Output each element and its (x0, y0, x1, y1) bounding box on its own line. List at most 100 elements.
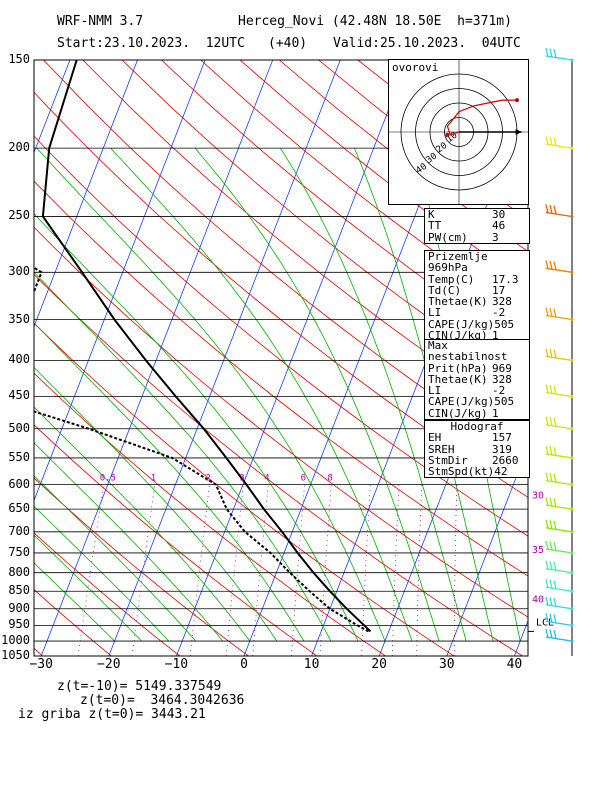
mixing-ratio-label: 8 (327, 474, 332, 484)
mixing-ratio-line (189, 484, 210, 656)
surface-title: Prizemlje 969hPa (428, 250, 488, 275)
hodograph-stat-value: 42 (494, 465, 508, 479)
surface-value: 1 (492, 329, 499, 343)
index-row: PW(cm) 3 (425, 230, 529, 244)
mixing-ratio-line (361, 484, 371, 656)
isotherm-line (582, 60, 600, 656)
hodograph-ring-label: 40 (414, 162, 429, 176)
indices-panel: K 30 TT 46 PW(cm) 3 (424, 208, 530, 244)
wind-barb (545, 135, 574, 150)
moist-adiabat-line (34, 534, 142, 642)
pressure-tick-label: 600 (8, 476, 30, 491)
hodograph-inset: ovorovi 10 20 30 40 (388, 59, 529, 205)
pressure-tick-label: 900 (8, 600, 30, 615)
moist-adiabat-line (34, 562, 115, 642)
mixing-ratio-line (252, 484, 269, 656)
max-instability-panel: Max nestabilnost Prit(hPa) 969 Thetae(K) 32… (424, 339, 530, 421)
footer-grib-z-zero: iz griba z(t=0)= 3443.21 (18, 707, 206, 722)
wind-barb (545, 416, 574, 431)
max-instability-value: 969 (492, 361, 512, 375)
hodograph-stat-row: SREH 319 (425, 442, 529, 456)
wind-barb (545, 628, 574, 643)
forecast-offset-label: (+40) (268, 36, 308, 51)
mixing-ratio-label: 6 (301, 474, 306, 484)
surface-panel: Prizemlje 969hPa Temp(C) 17.3 Td(C) 17 Theta… (424, 250, 530, 343)
mixing-ratio-line (319, 484, 332, 656)
pressure-tick-label: 350 (8, 311, 30, 326)
hodograph-stat-value: 157 (492, 431, 512, 445)
mixing-ratio-line (131, 484, 156, 656)
pressure-tick-label: 700 (8, 523, 30, 538)
pressure-tick-label: 400 (8, 352, 30, 367)
hodograph-ring-label: 30 (425, 151, 440, 165)
pressure-tick-label: 150 (8, 52, 30, 66)
temperature-tick-label: 10 (303, 657, 320, 672)
temperature-tick-label: −30 (29, 657, 53, 672)
hodograph-ring-label: 20 (435, 141, 450, 155)
wind-barb (545, 540, 574, 555)
pressure-tick-label: 1050 (1, 648, 30, 662)
hodograph-stat-row: EH 157 (425, 431, 529, 445)
index-value: 46 (492, 219, 506, 233)
wind-barb (545, 348, 574, 362)
wind-barb (545, 384, 574, 398)
surface-value: 17 (492, 283, 506, 297)
temperature-tick-label: −10 (164, 657, 189, 672)
storm-motion-marker (445, 132, 450, 137)
temperature-tick-label: 20 (371, 657, 388, 672)
pressure-tick-label: 800 (8, 564, 30, 579)
footer-z-zero: z(t=0)= 3464.3042636 (80, 693, 245, 708)
surface-label: Temp(C) (428, 272, 475, 286)
mixing-ratio-line (225, 484, 244, 656)
wind-barb (545, 579, 574, 593)
wind-barb (545, 260, 574, 274)
pressure-tick-label: 450 (8, 388, 30, 403)
max-instability-row: CAPE(J/kg) 505 (425, 395, 529, 409)
mixing-ratio-line (416, 484, 423, 656)
dry-adiabat-line (34, 424, 318, 656)
hodograph-stats-panel: Hodograf EH 157 SREH 319 StmDir 2660 StmSpd(kt… (424, 420, 530, 479)
index-row: TT 46 (425, 219, 529, 233)
isotherm-line (40, 60, 274, 656)
max-instability-title: Max nestabilnost (428, 339, 508, 364)
hodograph-stat-label: EH (428, 431, 442, 445)
wind-barb (545, 496, 574, 511)
isotherm-line (34, 60, 138, 328)
pressure-tick-label: 200 (8, 140, 30, 155)
hodograph-stat-row: StmSpd(kt) 42 (425, 465, 529, 479)
temperature-tick-label: 0 (240, 657, 248, 672)
surface-label: Td(C) (428, 283, 462, 297)
max-instability-label: LI (428, 384, 442, 398)
mixing-ratio-label: 1 (151, 474, 156, 484)
surface-row: Temp(C) 17.3 (425, 272, 529, 286)
surface-value: 505 (494, 317, 515, 331)
max-instability-value: 505 (494, 395, 515, 409)
station-label: Herceg_Novi (42.48N 18.50E h=371m) (238, 14, 512, 29)
pressure-tick-label: 250 (8, 208, 30, 223)
isotherm-line (176, 60, 409, 656)
max-instability-label: Thetae(K) (428, 372, 488, 386)
index-value: 30 (492, 208, 506, 221)
dry-adiabat-line (161, 60, 528, 353)
wind-barb (545, 560, 574, 575)
pressure-tick-label: 500 (8, 420, 30, 435)
wind-barb (545, 204, 574, 218)
hodograph-stat-label: StmSpd(kt) (428, 465, 495, 479)
pressure-tick-label: 550 (8, 449, 30, 464)
footer-z-minus10: z(t=-10)= 5149.337549 (57, 679, 222, 694)
max-instability-row: LI -2 (425, 384, 529, 398)
hodograph-trace (446, 99, 517, 136)
wind-barb (545, 596, 574, 611)
pressure-tick-label: 300 (8, 264, 30, 279)
wind-barb (545, 613, 574, 627)
surface-value: 17.3 (492, 272, 519, 286)
max-instability-value: 1 (492, 406, 499, 420)
index-row: K 30 (425, 208, 529, 221)
surface-row: LI -2 (425, 307, 529, 319)
hodograph-stat-label: StmDir (428, 453, 468, 467)
surface-label: Thetae(K) (428, 295, 488, 309)
hodograph-stat-value: 319 (492, 442, 512, 456)
index-value: 3 (492, 230, 499, 244)
mixing-ratio-line (291, 484, 305, 656)
